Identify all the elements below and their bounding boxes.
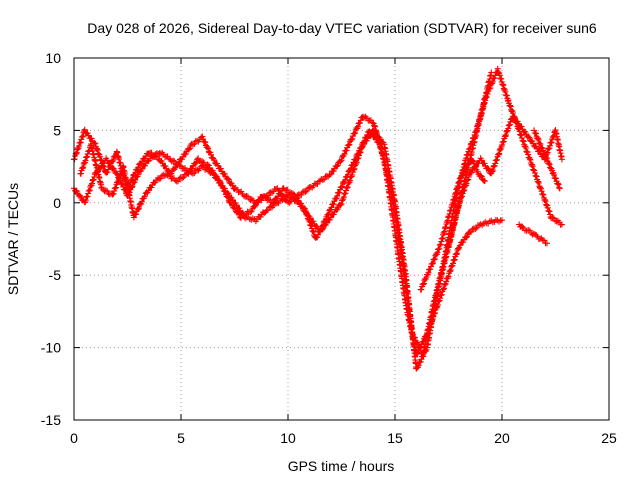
y-axis-label: SDTVAR / TECUs [5, 183, 21, 295]
x-axis-label: GPS time / hours [288, 458, 395, 474]
x-axis-ticks: 0 5 10 15 20 25 [70, 58, 617, 446]
x-tick-label: 10 [280, 430, 296, 446]
x-tick-label: 0 [70, 430, 78, 446]
y-tick-label: -5 [49, 267, 62, 283]
satellite-track-6 [531, 127, 563, 192]
y-tick-label: 10 [45, 50, 61, 66]
x-tick-label: 15 [387, 430, 403, 446]
satellite-track-5 [516, 221, 550, 247]
x-tick-label: 20 [494, 430, 510, 446]
point-markers [531, 127, 563, 192]
data-points [71, 65, 565, 372]
point-markers [77, 65, 565, 358]
y-tick-label: -10 [41, 340, 61, 356]
satellite-track-7 [417, 156, 488, 293]
plot-frame [73, 57, 610, 421]
x-tick-label: 5 [177, 430, 185, 446]
point-markers [417, 156, 488, 293]
y-tick-label: -15 [41, 412, 61, 428]
chart-title: Day 028 of 2026, Sidereal Day-to-day VTE… [87, 20, 597, 36]
satellite-track-3 [77, 65, 565, 358]
y-axis-ticks: -15 -10 -5 0 5 10 [41, 50, 609, 428]
y-tick-label: 5 [53, 122, 61, 138]
point-markers [516, 221, 550, 247]
x-tick-label: 25 [601, 430, 617, 446]
y-tick-label: 0 [53, 195, 61, 211]
grid-lines [74, 58, 609, 420]
